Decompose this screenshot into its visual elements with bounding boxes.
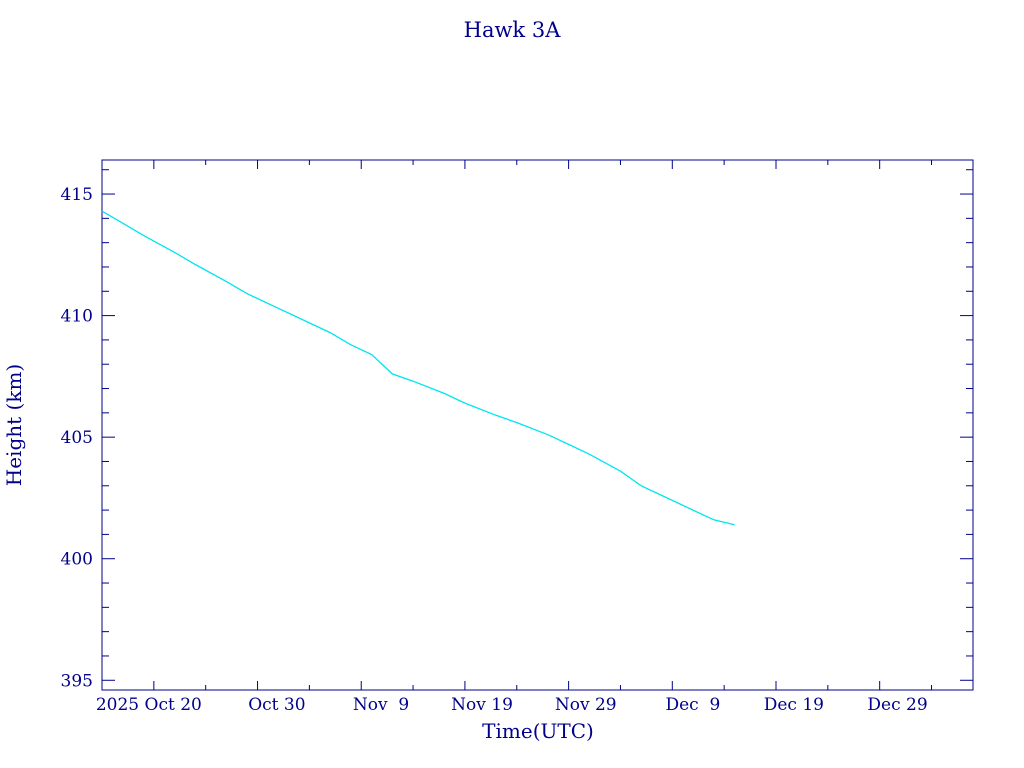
y-axis-label: Height (km): [2, 364, 26, 486]
x-tick-label: 2025 Oct 20: [96, 695, 202, 715]
x-tick-label: Oct 30: [248, 695, 305, 715]
y-tick-label: 405: [61, 428, 93, 448]
chart-title: Hawk 3A: [464, 18, 562, 42]
x-tick-label: Dec 29: [867, 695, 927, 715]
series-line-height: [101, 210, 735, 526]
x-tick-label: Nov 19: [451, 695, 513, 715]
x-tick-label: Nov 9: [353, 695, 409, 715]
tick-labels: 2025 Oct 20 Oct 30 Nov 9 Nov 19 Nov 29 Dec 9 D…: [61, 185, 928, 715]
axis-ticks: [101, 160, 973, 690]
y-tick-label: 410: [61, 307, 93, 327]
y-tick-label: 400: [61, 550, 93, 570]
x-tick-label: Dec 9: [665, 695, 720, 715]
x-axis-label: Time(UTC): [482, 719, 594, 743]
y-tick-label: 415: [61, 185, 93, 205]
plot-frame: [101, 159, 974, 691]
x-tick-label: Dec 19: [764, 695, 824, 715]
x-tick-label: Nov 29: [555, 695, 617, 715]
y-tick-label: 395: [61, 671, 93, 691]
